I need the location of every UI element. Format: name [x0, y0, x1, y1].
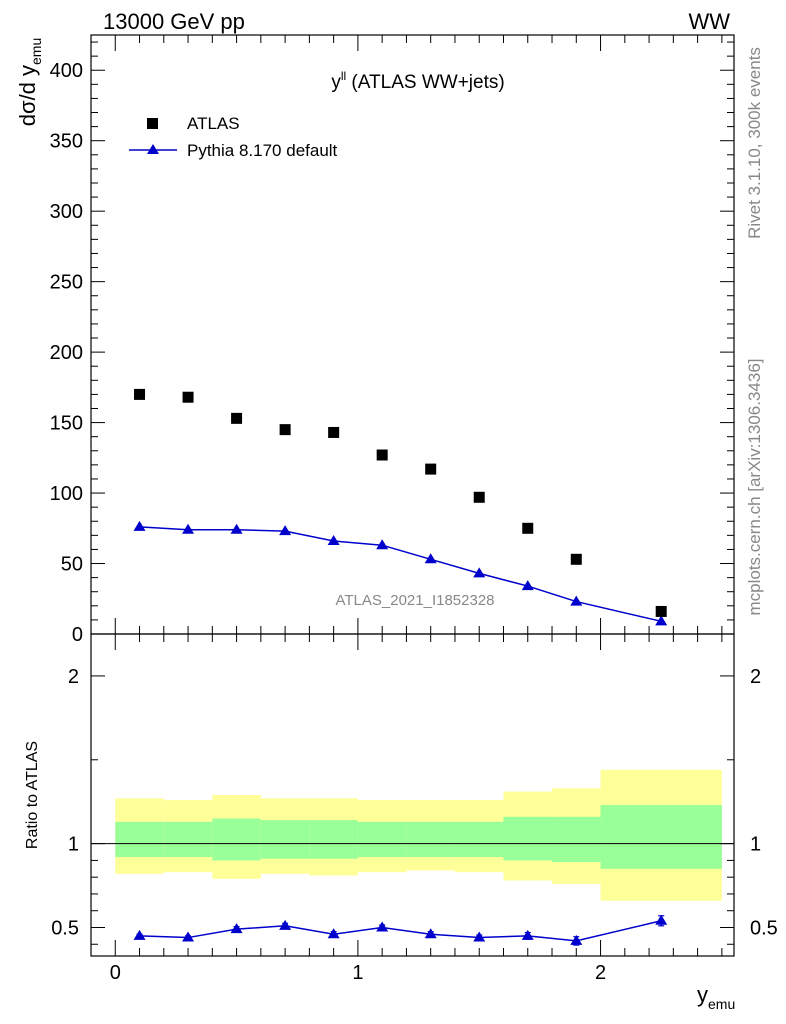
legend-atlas-marker — [147, 118, 158, 129]
main-ytick-label: 350 — [50, 131, 83, 153]
xlabel: yemu — [697, 982, 735, 1012]
rivet-label: Rivet 3.1.10, 300k events — [745, 47, 764, 239]
ratio-ytick-label-left: 1 — [68, 834, 79, 856]
ratio-point — [279, 919, 292, 930]
mcplots-label: mcplots.cern.ch [arXiv:1306.3436] — [745, 358, 764, 615]
green-band — [115, 821, 164, 858]
ratio-ytick-label-right: 1 — [750, 834, 761, 856]
ratio-point — [424, 928, 437, 939]
ratio-ylabel: Ratio to ATLAS — [24, 741, 41, 849]
legend-pythia-marker — [147, 144, 159, 154]
main-ytick-label: 200 — [50, 342, 83, 364]
pythia-point — [521, 580, 534, 591]
atlas-point — [425, 463, 437, 475]
main-ytick-label: 100 — [50, 483, 83, 505]
ratio-point — [327, 928, 340, 939]
pythia-point — [279, 525, 292, 536]
atlas-point — [473, 491, 485, 503]
pythia-point — [424, 553, 437, 564]
atlas-point — [231, 412, 243, 424]
ratio-line — [139, 920, 662, 942]
ratio-frame — [90, 633, 735, 957]
legend: ATLAS Pythia 8.170 default — [129, 114, 338, 160]
ratio-point — [182, 931, 195, 942]
ratio-panel: 0.5 0.5 1 1 2 2 0 1 2 Ratio to ATLAS yemu — [24, 633, 778, 1012]
process-label: WW — [688, 9, 730, 34]
main-ytick-label: 400 — [50, 60, 83, 82]
main-panel: 0 50 100 150 200 250 300 350 400 yll (ATLAS WW+j… — [15, 34, 735, 646]
main-marks — [133, 388, 668, 626]
ratio-point — [230, 923, 243, 934]
ratio-axes: 0.5 0.5 1 1 2 2 0 1 2 — [51, 634, 778, 984]
pythia-point — [230, 523, 243, 534]
main-ytick-label: 300 — [50, 201, 83, 223]
green-band — [357, 821, 407, 858]
main-ytick-label: 0 — [72, 624, 83, 646]
energy-label: 13000 GeV pp — [103, 9, 245, 34]
pythia-point — [376, 539, 389, 550]
ratio-point — [570, 934, 583, 945]
atlas-point — [182, 391, 194, 403]
green-band — [309, 820, 358, 859]
main-ytick-label: 50 — [61, 554, 83, 576]
atlas-point — [655, 605, 667, 617]
atlas-point — [279, 424, 291, 436]
main-axes: 0 50 100 150 200 250 300 350 400 — [50, 35, 734, 646]
atlas-point — [328, 426, 340, 438]
green-band — [260, 820, 310, 859]
atlas-point — [522, 522, 534, 534]
main-ytick-label: 150 — [50, 413, 83, 435]
atlas-point — [376, 449, 388, 461]
legend-atlas-label: ATLAS — [187, 114, 240, 133]
pythia-point — [182, 523, 195, 534]
ratio-ytick-label-right: 0.5 — [750, 917, 778, 939]
xtick-label: 1 — [352, 962, 363, 984]
atlas-point — [134, 388, 146, 400]
main-ytick-label: 250 — [50, 272, 83, 294]
ratio-point — [521, 929, 534, 940]
legend-pythia-label: Pythia 8.170 default — [187, 141, 338, 160]
ratio-marks — [133, 914, 668, 946]
ratio-ytick-label-left: 0.5 — [51, 917, 79, 939]
green-band — [600, 805, 722, 869]
ratio-ytick-label-right: 2 — [750, 666, 761, 688]
green-band — [163, 821, 213, 858]
analysis-id: ATLAS_2021_I1852328 — [335, 592, 494, 609]
green-band — [454, 821, 504, 858]
green-band — [552, 816, 601, 863]
xtick-label: 0 — [110, 962, 121, 984]
ratio-point — [133, 929, 146, 940]
pythia-point — [655, 615, 668, 626]
ratio-ytick-label-left: 2 — [68, 666, 79, 688]
pythia-point — [570, 595, 583, 606]
ratio-bands — [115, 769, 722, 901]
ratio-point — [655, 914, 668, 925]
xtick-label: 2 — [595, 962, 606, 984]
pythia-point — [133, 520, 146, 531]
pythia-point — [473, 567, 486, 578]
pythia-point — [327, 534, 340, 545]
green-band — [406, 821, 455, 858]
ratio-point — [473, 931, 486, 942]
main-ylabel: dσ/d yemu — [15, 38, 44, 127]
atlas-point — [570, 553, 582, 565]
main-title: yll (ATLAS WW+jets) — [331, 69, 504, 93]
green-band — [503, 816, 553, 861]
ratio-point — [376, 921, 389, 932]
green-band — [212, 818, 261, 861]
